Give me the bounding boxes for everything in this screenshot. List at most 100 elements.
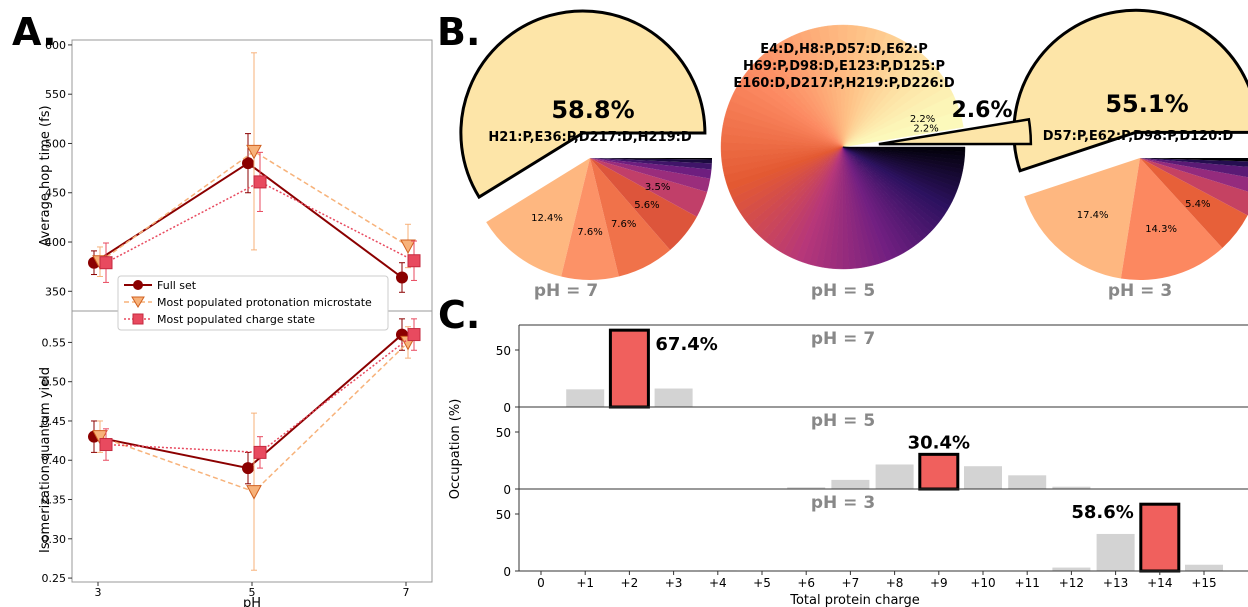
a-bottom-ytick-label: 0.25 xyxy=(42,572,67,585)
pie-ph5-title: pH = 5 xyxy=(811,281,875,301)
c-highlight-label: 67.4% xyxy=(655,334,717,355)
a-bottom-ytick-label: 0.40 xyxy=(42,454,67,467)
c-highlight-bar xyxy=(608,328,650,409)
a-top-point-protonation xyxy=(400,239,416,255)
a-top-ylabel: Average hop time (fs) xyxy=(38,105,53,246)
pie-ph5-slice-label: 2.2% xyxy=(910,114,935,125)
a-bottom-series-line-0 xyxy=(93,333,403,470)
c-bar xyxy=(964,466,1002,489)
pie-ph5-slice-0 xyxy=(878,117,1033,146)
c-ytick-label: 50 xyxy=(496,426,511,440)
a-bottom-point-protonation xyxy=(92,430,108,445)
c-ytick-label: 0 xyxy=(503,401,511,415)
c-bar xyxy=(831,479,870,489)
c-bar xyxy=(1052,486,1091,489)
pie-ph3-title: pH = 3 xyxy=(1108,281,1172,301)
pie-ph7-slice-5 xyxy=(590,158,708,217)
pie-ph3-slice-1 xyxy=(1024,158,1140,279)
c-xtick-label: +8 xyxy=(886,576,904,590)
pie-ph3-slice-5 xyxy=(1140,158,1248,192)
pie-ph3-slice-0 xyxy=(1012,8,1248,173)
c-xtick-label: +13 xyxy=(1103,576,1128,590)
c-bar xyxy=(1096,533,1135,571)
pie-ph7-slice-label: 12.4% xyxy=(531,213,563,224)
c-ytick-label: 50 xyxy=(496,508,511,522)
c-highlight-bar xyxy=(1139,502,1181,573)
pie-ph7-slice-9 xyxy=(590,158,712,164)
legend-full-set: Full set xyxy=(157,279,197,292)
a-top-point-full-set xyxy=(396,271,408,284)
pie-ph7-slice-label: 5.6% xyxy=(634,200,659,211)
c-xtick-label: 0 xyxy=(537,576,545,590)
a-bottom-ytick-label: 0.55 xyxy=(42,336,67,349)
a-bottom-ytick-label: 0.45 xyxy=(42,415,67,428)
panel-b: 12.4%7.6%7.6%5.6%3.5%17.4%14.3%5.4%2.2%2… xyxy=(459,8,1248,281)
c-xtick-label: +10 xyxy=(970,576,995,590)
a-xlabel: pH xyxy=(243,596,261,607)
pie-ph5-top-value: 2.6% xyxy=(951,98,1012,123)
a-top-point-charge xyxy=(99,256,113,270)
c-xlabel: Total protein charge xyxy=(789,593,920,607)
pie-ph5-label-line1: E4:D,H8:P,D57:D,E62:P xyxy=(760,42,928,57)
a-top-point-full-set xyxy=(242,157,254,170)
c-xtick-label: +14 xyxy=(1147,576,1172,590)
c-xtick-label: +6 xyxy=(797,576,815,590)
legend-protonation-marker xyxy=(124,296,152,308)
panel-label-b: B. xyxy=(437,10,480,54)
legend-charge: Most populated charge state xyxy=(157,313,315,326)
c-xtick-label: +3 xyxy=(665,576,683,590)
c-ph-label: pH = 3 xyxy=(811,493,875,513)
pie-ph7-slice-4 xyxy=(590,158,697,251)
legend-protonation: Most populated protonation microstate xyxy=(157,296,372,309)
c-xtick-label: +2 xyxy=(621,576,639,590)
c-xtick-label: +12 xyxy=(1059,576,1084,590)
a-bottom-point-charge xyxy=(407,328,421,342)
c-xtick-label: +9 xyxy=(930,576,948,590)
c-ph-label: pH = 5 xyxy=(811,411,875,431)
pie-ph7-slice-10 xyxy=(590,158,712,160)
pie-ph7-slice-6 xyxy=(590,158,711,193)
legend-full-set-marker xyxy=(124,280,152,290)
a-xtick-label: 3 xyxy=(95,586,102,599)
panel-c: 0 50 pH = 7 67.4% 0 50 pH = 5 30.4% 0 50 pH = 3 58.… xyxy=(496,324,1248,590)
pie-ph7-slice-0 xyxy=(459,9,707,200)
legend-charge-marker xyxy=(124,313,152,325)
c-bar xyxy=(566,389,605,407)
pie-ph7-top-value: 58.8% xyxy=(551,96,634,124)
a-bottom-ytick-label: 0.30 xyxy=(42,533,67,546)
a-bottom-point-charge xyxy=(99,438,113,452)
pie-ph5-label-line3: E160:D,D217:P,H219:P,D226:D xyxy=(733,76,955,91)
a-bottom-point-protonation xyxy=(246,485,262,500)
a-top-point-charge xyxy=(407,254,421,268)
c-bar xyxy=(787,487,826,489)
c-xtick-label: +4 xyxy=(709,576,727,590)
c-bar xyxy=(1052,567,1091,571)
pie-ph5-slice-97 xyxy=(842,146,966,152)
c-bar xyxy=(1008,475,1047,489)
pie-ph7-title: pH = 7 xyxy=(534,281,598,301)
panel-label-a: A. xyxy=(12,10,57,54)
pie-ph7-slice-1 xyxy=(486,158,590,277)
a-bottom-series-line-2 xyxy=(105,333,415,454)
c-highlight-bar xyxy=(918,452,960,491)
pie-ph5-slice-label: 2.2% xyxy=(913,123,938,134)
c-xtick-label: +7 xyxy=(842,576,860,590)
c-xtick-label: +11 xyxy=(1015,576,1040,590)
pie-ph3-slice-7 xyxy=(1140,158,1248,167)
legend: Full set Most populated protonation micr… xyxy=(117,275,389,331)
c-xtick-label: +15 xyxy=(1191,576,1216,590)
c-ph-label: pH = 7 xyxy=(811,329,875,349)
c-highlight-label: 30.4% xyxy=(908,432,970,453)
a-top-point-charge xyxy=(253,175,267,189)
panel-label-c: C. xyxy=(438,293,480,337)
pie-ph3-slice-6 xyxy=(1140,158,1248,178)
c-ytick-label: 0 xyxy=(503,483,511,497)
a-bottom-ytick-label: 0.35 xyxy=(42,494,67,507)
pie-ph7-slice-8 xyxy=(590,158,712,170)
c-bar xyxy=(1185,564,1223,571)
a-top-ytick-label: 500 xyxy=(45,137,66,150)
c-ytick-label: 0 xyxy=(503,565,511,579)
a-bottom-ytick-label: 0.50 xyxy=(42,376,67,389)
pie-ph3-slice-label: 14.3% xyxy=(1145,224,1177,235)
